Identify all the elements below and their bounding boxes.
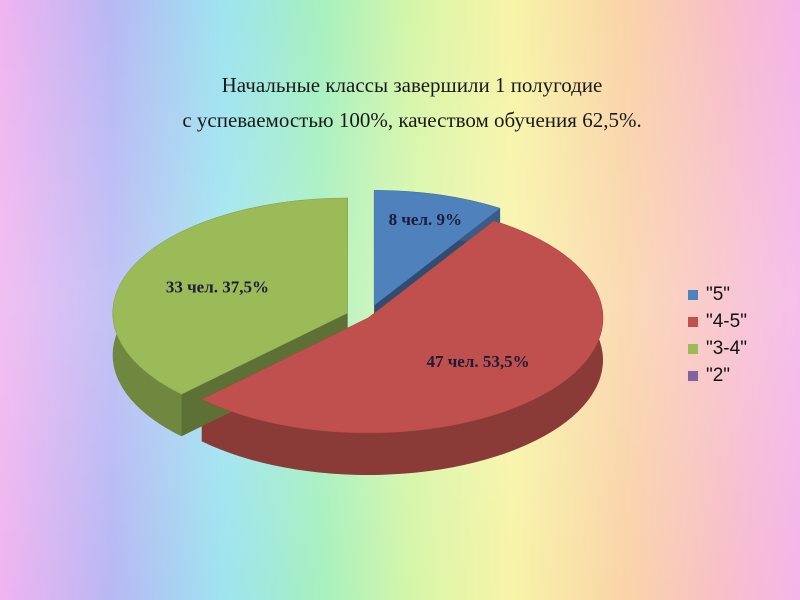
pie-slice [112,197,348,395]
slice-side [201,220,604,475]
chart-title: Начальные классы завершили 1 полугодие [222,73,603,97]
legend-label: "2" [706,365,730,386]
data-label: 47 чел. 53,5% [426,352,529,371]
data-label: 8 чел. 9% [389,210,462,229]
legend-swatch [688,371,698,381]
legend-swatch [688,344,698,354]
data-label: 33 чел. 37,5% [166,278,269,297]
legend-label: "4-5" [706,311,747,332]
pie-slice [373,190,501,306]
pie-slice [201,220,604,434]
legend-label: "3-4" [706,338,747,359]
chart-title: с успеваемостью 100%, качеством обучения… [182,108,641,132]
legend-swatch [688,290,698,300]
slice-tops [112,190,604,434]
legend-swatch [688,317,698,327]
legend-label: "5" [706,284,730,305]
